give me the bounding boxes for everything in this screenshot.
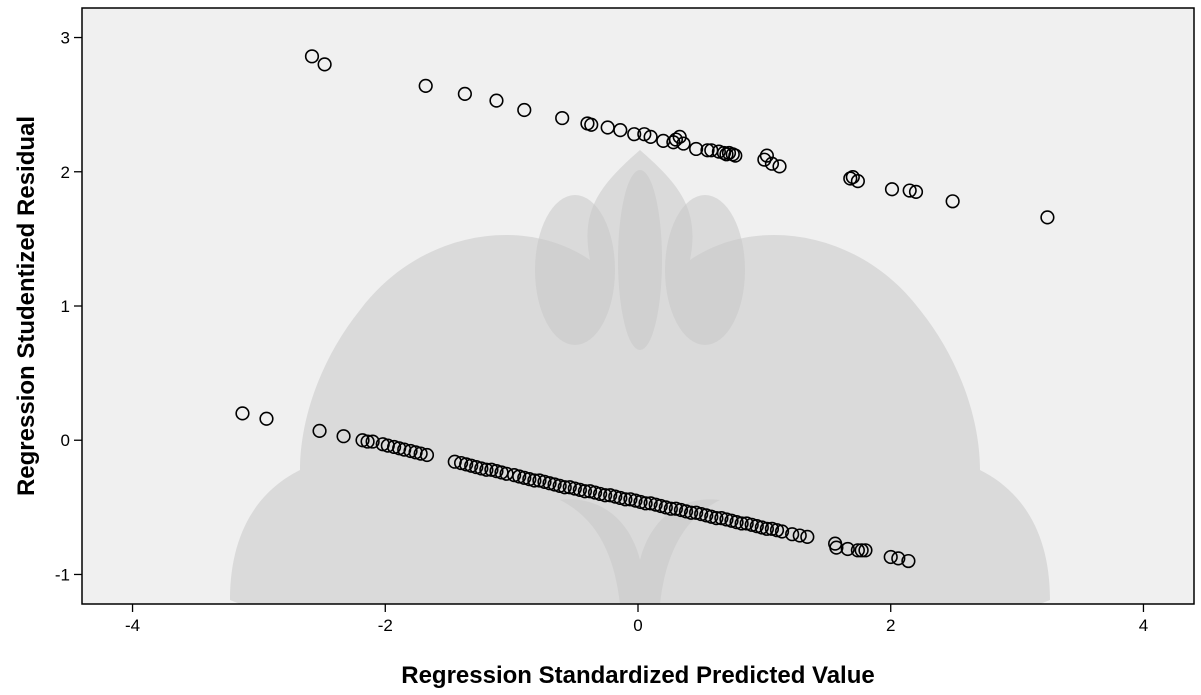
data-point	[638, 496, 653, 511]
data-point	[668, 132, 684, 147]
y-tick-label: 0	[61, 431, 70, 450]
data-point	[663, 501, 678, 516]
data-point	[728, 148, 743, 163]
data-point	[259, 411, 274, 426]
x-tick-label: -2	[378, 616, 393, 635]
data-points	[235, 49, 1055, 569]
y-tick-label: 3	[61, 29, 70, 48]
data-point	[774, 524, 790, 539]
data-point	[598, 488, 613, 503]
data-point	[1040, 210, 1055, 225]
data-point	[945, 194, 960, 209]
y-axis: -1 0 1 2 3	[55, 29, 82, 584]
data-point	[772, 159, 787, 174]
data-point	[676, 136, 691, 151]
data-point	[360, 434, 375, 449]
data-point	[840, 541, 855, 557]
data-point	[672, 129, 687, 144]
data-point	[883, 549, 898, 565]
data-point	[557, 480, 572, 495]
data-point	[643, 129, 658, 144]
data-point	[365, 434, 380, 449]
data-point	[854, 543, 869, 558]
data-point	[850, 543, 865, 558]
data-point	[700, 143, 715, 158]
data-point	[734, 516, 749, 531]
data-point	[618, 492, 633, 507]
data-point	[800, 529, 815, 544]
data-point	[479, 462, 494, 477]
data-point	[235, 406, 250, 421]
data-point	[858, 543, 873, 558]
data-point	[489, 93, 504, 108]
data-point	[785, 527, 800, 542]
data-point	[683, 505, 699, 520]
data-point	[689, 141, 704, 157]
data-point	[792, 528, 807, 543]
data-point	[829, 540, 844, 555]
data-point	[850, 174, 865, 189]
y-tick-label: -1	[55, 565, 70, 584]
plot-frame	[81, 7, 1195, 605]
data-point	[908, 184, 924, 200]
data-point	[419, 447, 435, 463]
data-point	[627, 127, 642, 142]
x-tick-label: 4	[1139, 616, 1148, 635]
data-point	[527, 473, 542, 488]
data-point	[901, 553, 916, 569]
data-point	[517, 102, 532, 118]
x-tick-label: -4	[125, 616, 140, 635]
data-point	[759, 148, 774, 163]
y-tick-label: 2	[61, 163, 70, 182]
x-tick-label: 0	[633, 616, 642, 635]
data-point	[418, 78, 433, 93]
data-point	[891, 551, 906, 566]
data-point	[457, 86, 472, 102]
data-point	[336, 429, 351, 444]
data-point	[304, 49, 320, 64]
data-point	[759, 521, 774, 536]
data-point	[902, 183, 917, 198]
data-point	[555, 110, 570, 126]
data-point	[584, 117, 599, 132]
data-point	[317, 57, 332, 72]
data-point	[764, 156, 780, 171]
data-point	[312, 423, 327, 438]
y-axis-title: Regression Studentized Residual	[13, 116, 40, 496]
y-tick-label: 1	[61, 297, 70, 316]
watermark-emblem	[230, 150, 1050, 604]
data-point	[884, 182, 900, 197]
data-point	[613, 123, 628, 138]
x-axis: -4 -2 0 2 4	[125, 604, 1148, 635]
x-tick-label: 2	[886, 616, 895, 635]
x-axis-title: Regression Standardized Predicted Value	[401, 662, 874, 689]
data-point	[637, 127, 652, 142]
data-point	[577, 484, 593, 499]
data-point	[413, 446, 428, 461]
data-point	[709, 510, 724, 526]
